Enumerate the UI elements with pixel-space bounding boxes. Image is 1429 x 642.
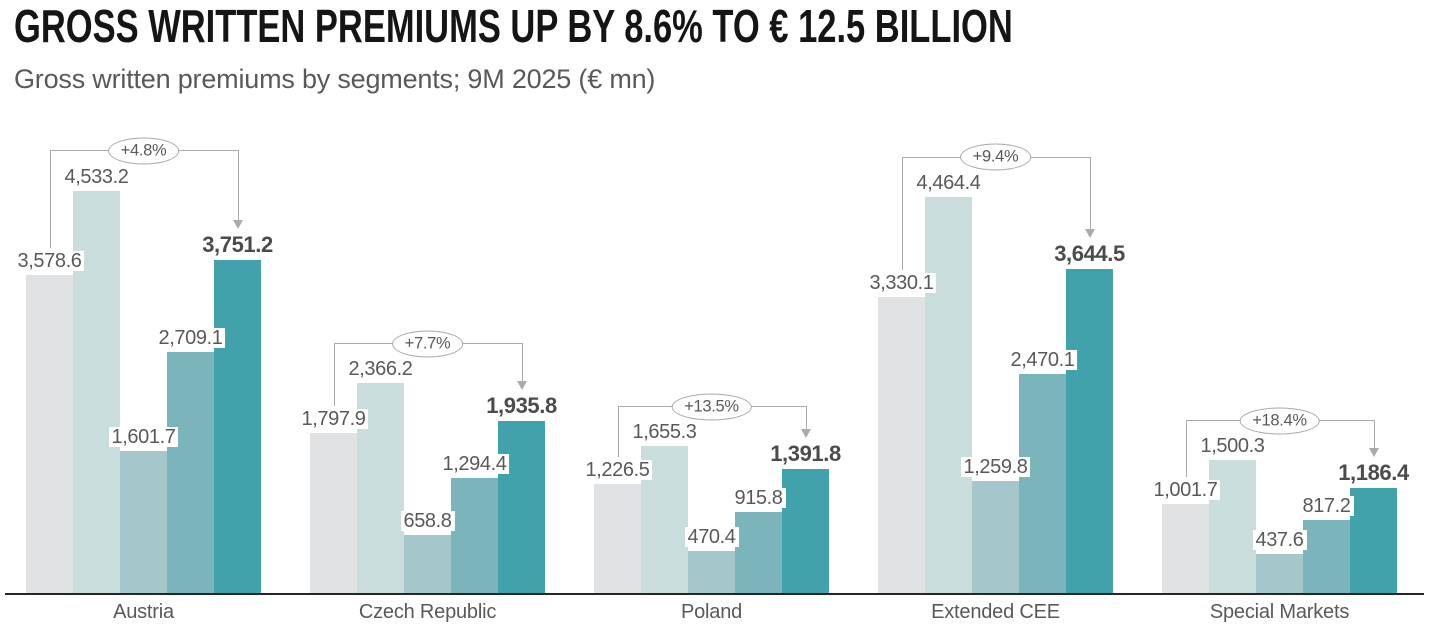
- bar: [594, 484, 641, 593]
- bar: [1066, 269, 1113, 593]
- bar-value-label: 4,533.2: [61, 166, 132, 187]
- bar-value-label: 1,655.3: [629, 422, 700, 442]
- bar-value-label: 3,644.5: [1051, 242, 1128, 266]
- bar: [735, 511, 782, 593]
- bar-value-label: 817.2: [1299, 496, 1354, 517]
- bracket-line: [49, 150, 51, 249]
- bracket-line: [617, 406, 619, 458]
- bar: [498, 421, 545, 593]
- bracket-line: [521, 342, 523, 382]
- bar: [782, 469, 829, 593]
- bar: [1256, 554, 1303, 593]
- change-badge: +9.4%: [959, 143, 1032, 171]
- bracket-line: [1185, 419, 1187, 478]
- chart-group: 1,001.7 1,500.3 437.6 817.2 1,186.4 +18.4%: [1150, 130, 1412, 593]
- arrow-down-icon: [1368, 447, 1379, 457]
- arrow-down-icon: [232, 219, 243, 229]
- bar-value-label: 1,500.3: [1197, 435, 1268, 456]
- x-axis-label: Austria: [113, 601, 174, 623]
- bar: [1350, 487, 1397, 593]
- chart-group: 3,330.1 4,464.4 1,259.8 2,470.1 3,644.5 +9.4%: [866, 130, 1128, 593]
- change-badge: +18.4%: [1239, 407, 1320, 435]
- x-axis-label: Special Markets: [1209, 601, 1350, 623]
- bar-value-label: 437.6: [1252, 530, 1307, 551]
- bar: [1303, 520, 1350, 593]
- bar: [451, 478, 498, 593]
- bar-value-label: 470.4: [684, 527, 739, 548]
- bar: [120, 450, 167, 593]
- bar: [878, 297, 925, 593]
- bracket-line: [901, 156, 903, 271]
- arrow-down-icon: [800, 429, 811, 439]
- bar-value-label: 1,186.4: [1335, 460, 1412, 484]
- bar-value-label: 658.8: [400, 510, 455, 531]
- change-badge: +13.5%: [671, 393, 752, 421]
- page-title: GROSS WRITTEN PREMIUMS UP BY 8.6% TO € 1…: [14, 0, 1013, 52]
- bar-value-label: 2,470.1: [1007, 349, 1078, 370]
- bar: [1162, 504, 1209, 593]
- arrow-down-icon: [516, 381, 527, 391]
- x-axis-label: Czech Republic: [358, 601, 497, 623]
- bar: [404, 534, 451, 593]
- bar: [167, 352, 214, 593]
- bar-value-label: 3,751.2: [199, 232, 276, 256]
- bar-value-label: 1,797.9: [298, 409, 369, 430]
- bracket-line: [333, 342, 335, 407]
- bracket-line: [805, 406, 807, 430]
- bar-value-label: 4,464.4: [913, 172, 984, 193]
- bar-value-label: 1,935.8: [483, 394, 560, 418]
- bar: [925, 196, 972, 593]
- bracket-line: [1373, 419, 1375, 448]
- bar: [26, 275, 73, 593]
- x-axis-label: Poland: [680, 601, 743, 623]
- bar-value-label: 3,330.1: [866, 273, 937, 294]
- chart-group: 3,578.6 4,533.2 1,601.7 2,709.1 3,751.2 +4.8%: [14, 130, 276, 593]
- bar: [688, 551, 735, 593]
- bracket-line: [1089, 156, 1091, 230]
- bar-value-label: 1,001.7: [1150, 480, 1221, 500]
- bracket-line: [237, 150, 239, 220]
- change-badge: +4.8%: [107, 137, 180, 165]
- chart-subtitle: Gross written premiums by segments; 9M 2…: [14, 64, 656, 94]
- change-badge: +7.7%: [391, 330, 464, 358]
- bar-value-label: 2,366.2: [345, 358, 416, 379]
- x-axis-label: Extended CEE: [931, 601, 1060, 623]
- arrow-down-icon: [1084, 229, 1095, 239]
- bar: [1019, 373, 1066, 593]
- x-axis-line: [5, 593, 1424, 595]
- bar-value-label: 1,294.4: [439, 454, 510, 475]
- bar-value-label: 1,226.5: [582, 460, 653, 481]
- bar-value-label: 1,259.8: [960, 457, 1031, 478]
- bar: [972, 481, 1019, 593]
- bar-value-label: 3,578.6: [14, 251, 85, 272]
- chart-group: 1,226.5 1,655.3 470.4 915.8 1,391.8 +13.5%: [582, 130, 844, 593]
- bar-value-label: 2,709.1: [155, 328, 226, 349]
- bar-value-label: 915.8: [731, 487, 786, 508]
- chart-group: 1,797.9 2,366.2 658.8 1,294.4 1,935.8 +7.7%: [298, 130, 560, 593]
- bar-value-label: 1,601.7: [108, 426, 179, 447]
- bar: [310, 433, 357, 593]
- bar: [214, 259, 261, 593]
- bar-value-label: 1,391.8: [767, 442, 844, 466]
